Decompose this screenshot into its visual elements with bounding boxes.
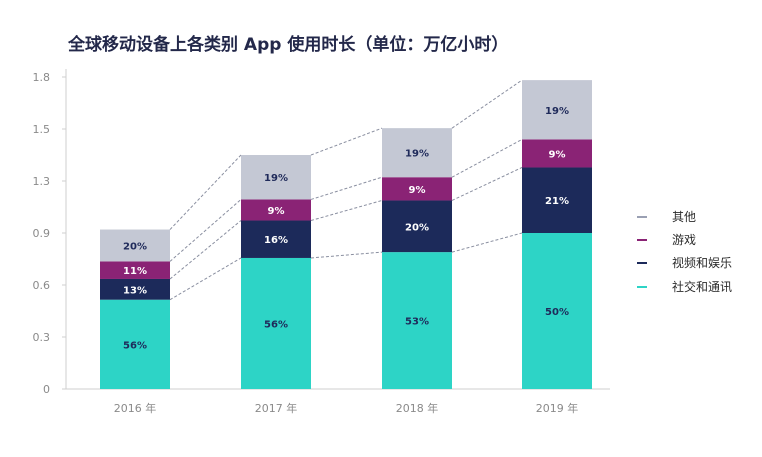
bar-segment <box>382 177 452 201</box>
bar-segment <box>241 199 311 221</box>
bar-segment <box>382 200 452 253</box>
bar-segment <box>100 261 170 279</box>
y-tick-label: 0.9 <box>33 227 51 240</box>
segment-label: 9% <box>549 149 566 160</box>
segment-label: 53% <box>405 317 429 328</box>
bar-segment <box>382 128 452 178</box>
bar-segment <box>100 229 170 262</box>
y-tick-label: 0.6 <box>33 279 51 292</box>
y-tick-label: 1.3 <box>33 175 51 188</box>
connector-line <box>310 199 383 222</box>
bar-segment <box>382 252 452 389</box>
connector-line <box>310 176 383 200</box>
segment-label: 50% <box>545 307 569 318</box>
connector-line <box>169 257 242 301</box>
segment-label: 11% <box>123 266 147 277</box>
connector-line <box>310 127 383 156</box>
connector-line <box>451 167 523 201</box>
segment-label: 9% <box>268 206 285 217</box>
y-tick-label: 1.5 <box>33 123 51 136</box>
segment-label: 9% <box>409 185 426 196</box>
legend-label: 视频和娱乐 <box>672 255 732 270</box>
y-tick-label: 0 <box>43 383 50 396</box>
bar-segment <box>100 278 170 300</box>
connector-line <box>310 251 383 259</box>
segment-label: 56% <box>123 340 147 351</box>
legend-label: 其他 <box>672 210 696 224</box>
legend-label: 游戏 <box>672 233 696 247</box>
bar-segment <box>241 257 311 389</box>
segment-label: 20% <box>123 241 147 252</box>
segment-label: 20% <box>405 222 429 233</box>
segment-label: 21% <box>545 196 569 207</box>
bar-segment <box>522 167 592 233</box>
connector-line <box>451 232 523 253</box>
segment-label: 13% <box>123 285 147 296</box>
bar-segment <box>522 233 592 389</box>
bar-segment <box>522 80 592 140</box>
connector-line <box>451 79 523 129</box>
y-tick-label: 1.8 <box>33 71 51 84</box>
bar-segment <box>241 220 311 258</box>
bar-segment <box>241 155 311 200</box>
connector-line <box>169 220 242 280</box>
connector-line <box>169 199 242 262</box>
segment-label: 19% <box>545 106 569 117</box>
chart-title: 全球移动设备上各类别 App 使用时长（单位：万亿小时） <box>68 35 509 55</box>
x-tick-label: 2016 年 <box>114 401 157 415</box>
connector-line <box>169 154 242 230</box>
x-tick-label: 2017 年 <box>255 401 298 415</box>
segment-label: 56% <box>264 319 288 330</box>
segment-label: 19% <box>264 173 288 184</box>
x-tick-label: 2019 年 <box>536 401 579 415</box>
legend-label: 社交和通讯 <box>672 279 732 294</box>
y-tick-label: 0.3 <box>33 331 51 344</box>
segment-label: 19% <box>405 149 429 160</box>
bar-segment <box>100 299 170 389</box>
x-tick-label: 2018 年 <box>396 401 439 415</box>
segment-label: 16% <box>264 235 288 246</box>
connector-line <box>451 138 523 178</box>
bar-segment <box>522 139 592 168</box>
